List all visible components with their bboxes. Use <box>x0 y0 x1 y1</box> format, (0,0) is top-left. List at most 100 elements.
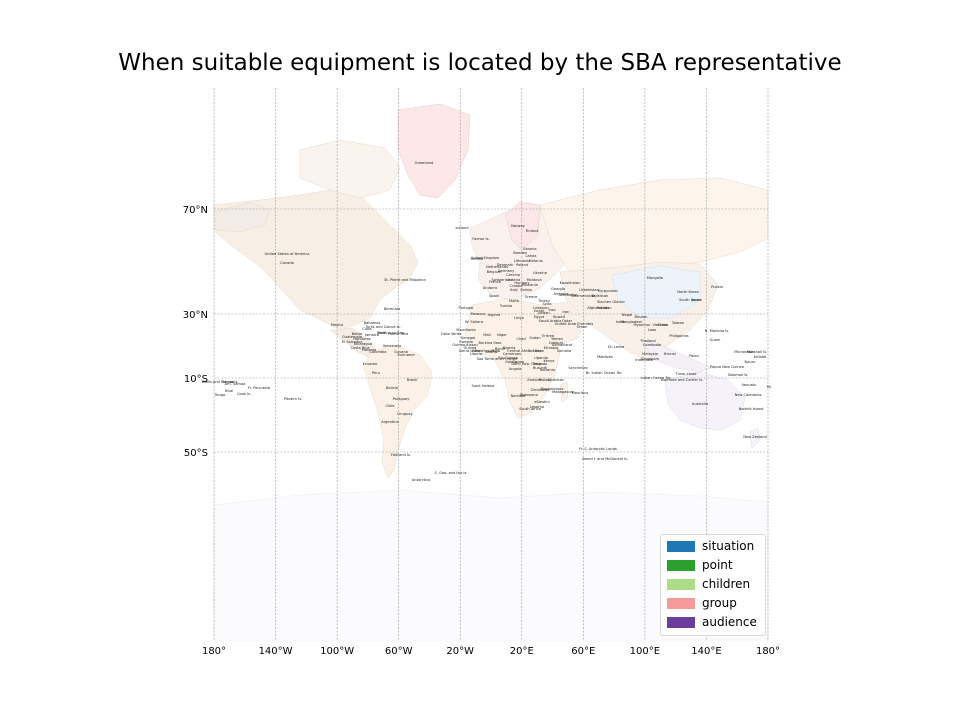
place-label: Syria <box>542 302 551 306</box>
place-label: Brazil <box>407 378 417 382</box>
legend-label: point <box>702 558 733 572</box>
place-label: Mexico <box>331 323 344 327</box>
landmass-new-zealand <box>749 427 761 449</box>
landmass-australia <box>664 371 746 431</box>
place-label: Guatemala <box>342 335 362 339</box>
landmass-alaska <box>213 201 271 233</box>
place-label: Indian Ocean Ter. <box>641 376 672 380</box>
lat-tick-label: 50°S <box>184 448 208 459</box>
lon-tick-label: 140°W <box>259 646 293 657</box>
place-label: Andorra <box>483 286 497 290</box>
legend-swatch <box>667 617 695 628</box>
lon-tick-label: 20°E <box>510 646 534 657</box>
place-label: Mauritius <box>572 391 589 395</box>
place-label: Liberia <box>470 352 482 356</box>
place-label: United States of America <box>265 252 310 256</box>
place-label: Germany <box>498 269 515 273</box>
place-label: Palau <box>689 354 699 358</box>
place-label: China <box>658 323 668 327</box>
landmass-russia <box>539 177 769 275</box>
place-label: Puerto Rico <box>388 332 409 336</box>
place-label: Bhutan <box>635 315 648 319</box>
place-label: Jordan <box>537 311 549 315</box>
place-label: Thailand <box>639 339 655 343</box>
place-label: South Korea <box>679 298 701 302</box>
place-label: Egypt <box>534 315 545 319</box>
place-label: Sierra Leone <box>459 349 482 353</box>
place-label: Namibia <box>511 394 526 398</box>
place-label: Uzbekistan <box>579 288 599 292</box>
legend-item: point <box>667 558 763 574</box>
place-label: Croatia <box>510 284 523 288</box>
place-label: Lithuania <box>514 259 531 263</box>
place-label: Turkmenistan <box>570 294 595 298</box>
place-label: Micronesia <box>734 350 753 354</box>
place-label: Moldova <box>526 278 541 282</box>
place-label: Zambia <box>527 378 541 382</box>
place-label: Bolivia <box>386 386 398 390</box>
legend-label: group <box>702 596 737 610</box>
place-label: Eq. Guinea <box>498 356 518 360</box>
place-label: Mauritania <box>456 328 475 332</box>
lon-tick-label: 180° <box>756 646 780 657</box>
place-label: Suriname <box>397 353 415 357</box>
landmass-scandinavia <box>504 201 541 251</box>
place-label: Georgia <box>551 287 565 291</box>
place-label: Greenland <box>415 161 434 165</box>
place-label: Ethiopia <box>544 346 559 350</box>
place-label: Hungary <box>514 281 530 285</box>
place-label: Heard I. and McDonald Is. <box>582 457 628 461</box>
lat-tick-label: 70°N <box>183 205 208 216</box>
place-label: Turkey <box>537 299 551 303</box>
place-label: Gabon <box>505 360 517 364</box>
place-label: Peru <box>372 371 380 375</box>
place-label: Madagascar <box>552 390 574 394</box>
place-label: Zimbabwe <box>531 388 551 392</box>
place-label: Cambodia <box>643 343 661 347</box>
place-label: Malaysia <box>642 352 658 356</box>
place-label: Comoros <box>548 378 564 382</box>
place-label: Libya <box>514 316 524 320</box>
place-label: Dem. Rep. Congo <box>511 362 542 366</box>
graticule <box>213 88 769 640</box>
place-label: Lesotho <box>530 405 544 409</box>
place-label: Jamaica <box>364 333 379 337</box>
landmass-africa <box>464 297 561 419</box>
legend-item: group <box>667 596 763 612</box>
place-label: Niger <box>497 333 507 337</box>
place-label: Costa Rica <box>350 346 369 350</box>
place-label: Senegal <box>461 336 475 340</box>
place-label: Myanmar <box>634 323 651 327</box>
place-label: United Kingdom <box>471 256 500 260</box>
place-label: Faeroe Is. <box>472 237 489 241</box>
place-label: Yemen <box>551 337 563 341</box>
place-label: Papua New Guinea <box>710 365 744 369</box>
axis-ticks: 180° 140°W 100°W 60°W 20°W 20°E 60°E 100°E 140°E… <box>183 205 780 657</box>
place-label: Canada <box>280 261 294 265</box>
place-label: New Zealand <box>743 435 767 439</box>
place-label: Morocco <box>470 312 485 316</box>
place-label: Philippines <box>669 334 688 338</box>
place-label: Maldives <box>597 355 613 359</box>
landmass-antarctica <box>213 489 769 641</box>
place-label: Poland <box>516 263 528 267</box>
place-label: Venezuela <box>383 344 401 348</box>
place-label: Samoa <box>222 380 234 384</box>
place-label: Laos <box>648 328 656 332</box>
place-label: S. Geo. and the Is. <box>435 471 468 475</box>
place-label: Switzerland <box>492 278 513 282</box>
landmass-east-asia <box>611 265 701 319</box>
place-label: Oman <box>577 325 588 329</box>
place-label: Iraq <box>548 308 555 312</box>
place-label: eSwatini <box>534 400 549 404</box>
place-label: Nepal <box>622 313 632 317</box>
place-label: Qatar <box>562 319 573 323</box>
place-label: Italy <box>510 288 519 292</box>
place-label: Latvia <box>526 254 537 258</box>
place-label: Nicaragua <box>354 342 372 346</box>
place-label: S. Sudan <box>528 349 544 353</box>
place-label: Nauru <box>745 360 756 364</box>
place-label: Gambia <box>459 340 473 344</box>
place-label: Pitcairn Is. <box>284 397 303 401</box>
